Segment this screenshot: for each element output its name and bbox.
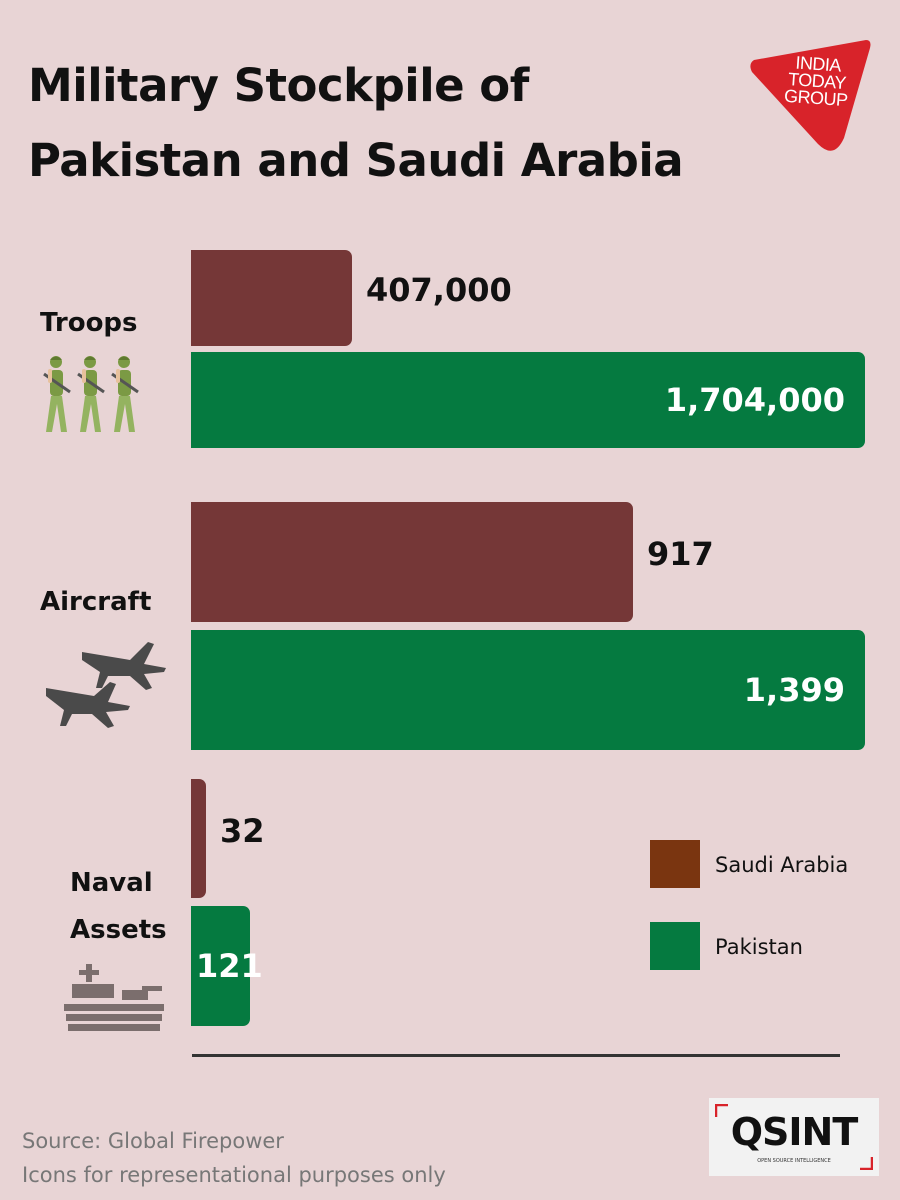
category-label-naval-assets: Naval Assets [70,868,167,945]
legend-swatch-saudi-arabia [650,840,700,888]
source-note: Source: Global Firepower Icons for repre… [22,1124,446,1192]
bar-pakistan-aircraft [191,630,865,750]
logo-text: INDIA TODAY GROUP [783,52,849,111]
legend-label-pakistan: Pakistan [715,935,803,959]
disclaimer-line: Icons for representational purposes only [22,1163,446,1187]
value-label-saudi-arabia-naval-assets: 32 [220,811,265,850]
title-line-2: Pakistan and Saudi Arabia [28,134,684,187]
bar-saudi-arabia-troops [191,250,352,346]
value-label-saudi-arabia-aircraft: 917 [647,535,714,573]
title-line-1: Military Stockpile of [28,59,529,112]
value-label-pakistan-aircraft: 1,399 [743,671,845,709]
legend-label-saudi-arabia: Saudi Arabia [715,853,849,877]
india-today-logo [750,40,871,151]
category-label-troops: Troops [40,308,138,338]
source-line: Source: Global Firepower [22,1129,284,1153]
category-label-aircraft: Aircraft [40,587,152,617]
osint-text: QSINT [730,1110,859,1154]
bar-pakistan-naval-assets [191,906,250,1026]
axis-line [192,1054,840,1057]
soldiers-icon [43,354,140,434]
value-label-pakistan-naval-assets: 121 [196,947,263,985]
value-label-saudi-arabia-troops: 407,000 [366,271,512,309]
osint-logo: QSINT OPEN SOURCE INTELLIGENCE [709,1098,879,1176]
bar-pakistan-troops [191,352,865,448]
value-label-pakistan-troops: 1,704,000 [664,381,845,419]
osint-subtitle: OPEN SOURCE INTELLIGENCE [757,1158,831,1164]
fighter-jets-icon [46,642,166,728]
bar-saudi-arabia-naval-assets [191,779,206,898]
bar-saudi-arabia-aircraft [191,502,633,622]
legend-swatch-pakistan [650,922,700,970]
warship-icon [64,964,164,1031]
chart-title: Military Stockpile of Pakistan and Saudi… [28,48,684,198]
